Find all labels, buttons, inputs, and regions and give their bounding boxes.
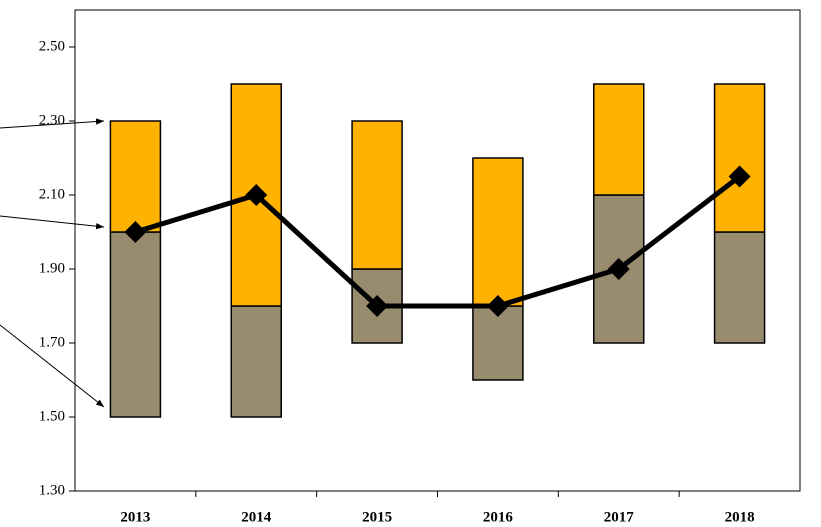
line-marker bbox=[607, 258, 630, 280]
y-tick-label: 1.70 bbox=[39, 334, 65, 350]
y-tick-label: 2.10 bbox=[39, 186, 65, 202]
y-tick-label: 2.30 bbox=[39, 112, 65, 128]
line-marker bbox=[728, 165, 751, 188]
line-marker bbox=[486, 295, 509, 317]
line bbox=[134, 174, 742, 309]
x-tick-label: 2017 bbox=[604, 509, 635, 525]
x-tick-label: 2014 bbox=[241, 509, 272, 525]
upper-bar bbox=[472, 157, 524, 307]
upper-bar bbox=[351, 120, 403, 270]
lower-bar bbox=[472, 305, 524, 381]
x-tick-label: 2016 bbox=[483, 509, 514, 525]
lower-bar bbox=[230, 305, 282, 418]
line-marker bbox=[366, 295, 389, 317]
arrow bbox=[0, 118, 105, 129]
lower-bar bbox=[109, 231, 162, 418]
plot-frame bbox=[74, 9, 801, 492]
line-marker bbox=[124, 221, 147, 243]
lower-bar bbox=[713, 231, 766, 344]
x-tick-label: 2013 bbox=[120, 509, 150, 525]
upper-bar bbox=[593, 83, 645, 196]
line-marker bbox=[245, 184, 268, 206]
arrow bbox=[0, 324, 105, 408]
upper-bar bbox=[713, 83, 766, 233]
y-tick-label: 1.50 bbox=[39, 408, 65, 424]
arrow bbox=[0, 215, 105, 230]
y-tick-label: 2.50 bbox=[39, 38, 65, 54]
upper-bar bbox=[109, 120, 162, 233]
y-tick-label: 1.30 bbox=[39, 482, 65, 498]
x-tick-label: 2015 bbox=[362, 509, 392, 525]
y-tick-label: 1.90 bbox=[39, 260, 65, 276]
x-tick-label: 2018 bbox=[725, 509, 755, 525]
